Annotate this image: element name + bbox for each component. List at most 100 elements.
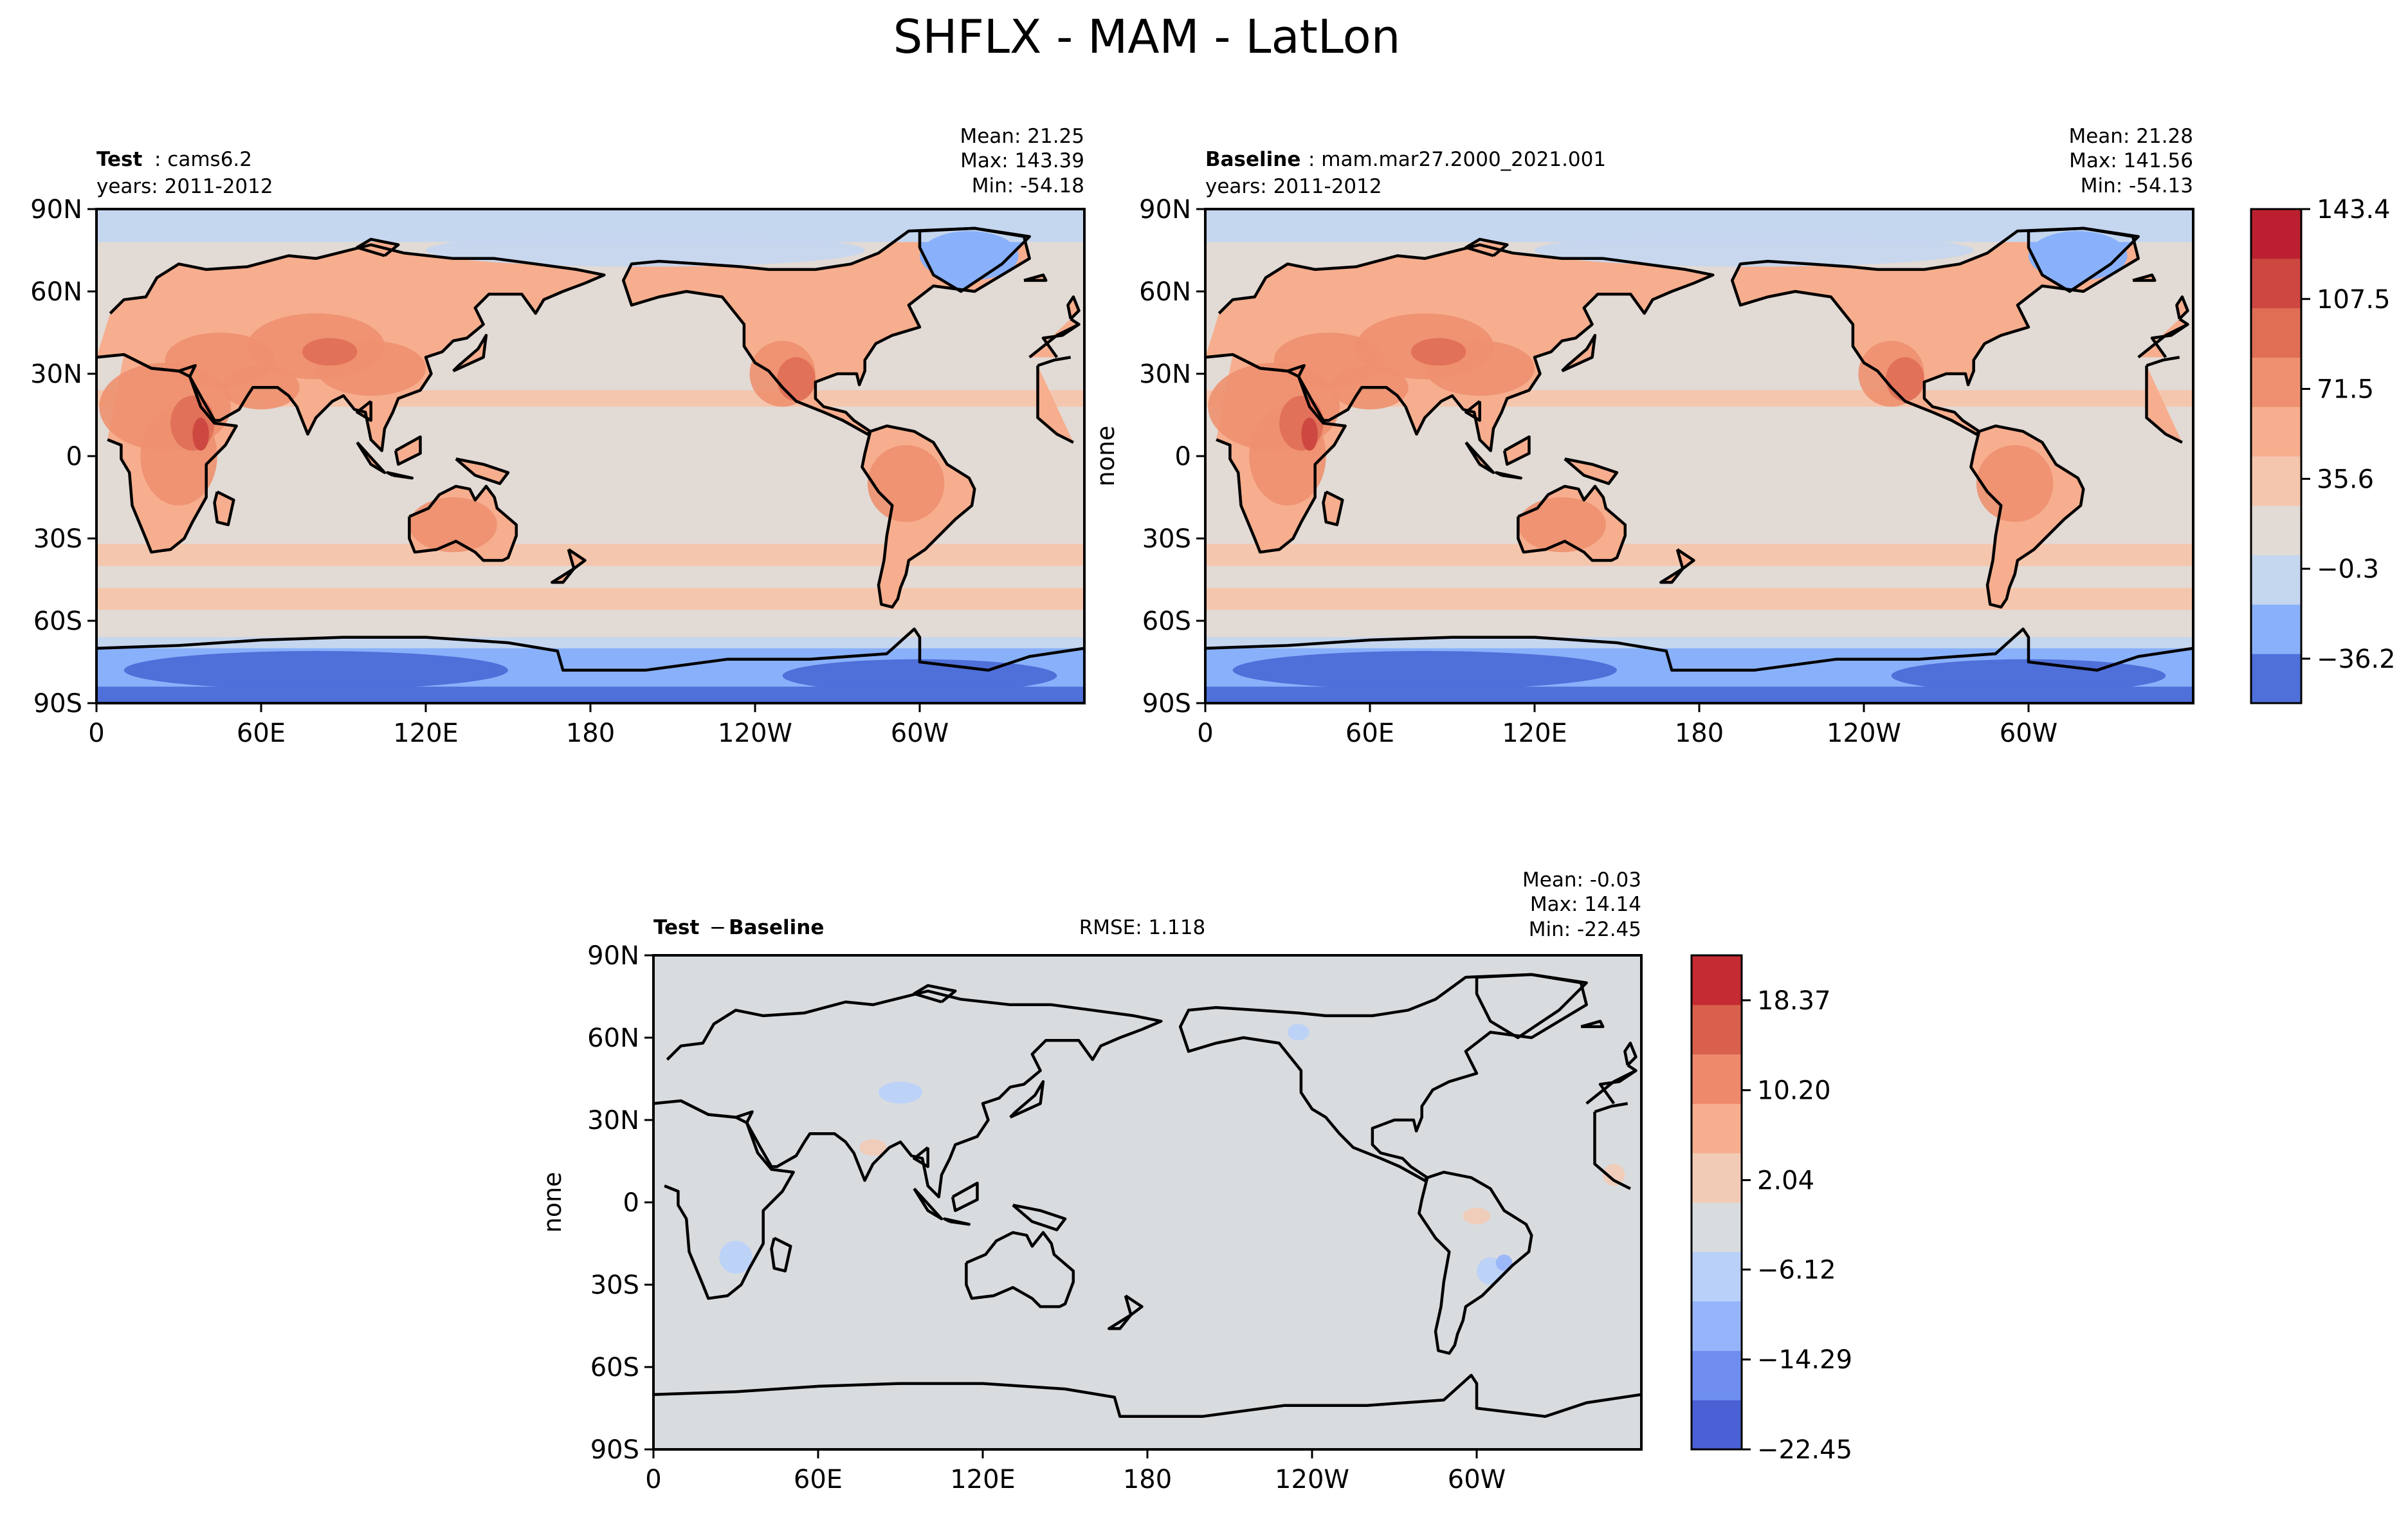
coastline [1659,567,1684,584]
colorbar-segment [2251,604,2301,654]
y-tick-label: 30N [587,1106,639,1135]
baseline-label-case: : mam.mar27.2000_2021.001 [1308,148,1606,171]
coastline [1066,295,1081,320]
coastline [1012,1204,1067,1231]
coastline [951,1181,979,1213]
test-min: Min: -54.18 [972,174,1084,197]
land-fill [1205,244,2188,451]
hot-spot [867,445,945,522]
figure-title: SHFLX - MAM - LatLon [893,10,1401,64]
coastline [1730,226,2140,436]
x-tick-label: 60E [794,1465,843,1494]
y-tick-label: 30N [30,360,82,389]
colorbar-segment [2251,456,2301,506]
diff-label-test: Test [653,916,700,939]
coastline [107,353,1074,554]
hot-spot [170,396,215,451]
y-tick-label: 90S [1142,689,1191,719]
y-tick-label: 30S [1142,524,1191,554]
colorbar-segment [1692,1103,1742,1153]
antarctic-cold [1891,659,2166,692]
hot-spot [1411,338,1466,366]
x-tick-label: 120W [1827,719,1901,748]
coastline [621,226,1031,436]
coastline [394,435,422,466]
colorbar-tick-label: 2.04 [1757,1166,1814,1195]
x-tick-label: 60W [1448,1465,1506,1494]
coastline [567,548,587,571]
diff-min: Min: -22.45 [1529,918,1641,941]
coastline [1464,441,1495,474]
antarctic-cold [782,659,1057,692]
test-years: years: 2011-2012 [96,175,273,198]
y-tick-label: 0 [66,442,82,472]
coastline [1475,973,1588,1040]
coastline [913,984,957,1004]
colorbar-tick-label: −22.45 [1757,1435,1852,1465]
coastline [664,1099,1631,1300]
hot-spot [777,357,816,401]
diff-max: Max: 14.14 [1530,893,1641,916]
colorbar-segment [2251,357,2301,407]
coastline [1564,457,1619,485]
y-tick-label: 30S [590,1271,639,1300]
difference-spot [859,1139,887,1156]
test-mean: Mean: 21.25 [960,125,1084,148]
difference-spot [1603,1164,1625,1186]
colorbar-segment [1692,1350,1742,1400]
colorbar-segment [2251,555,2301,605]
ocean-flux-band [96,544,1084,566]
x-tick-label: 0 [645,1465,661,1494]
y-tick-label: 0 [623,1188,639,1218]
colorbar-tick-label: 143.4 [2317,195,2391,225]
colorbar-tick-label: 18.37 [1757,986,1831,1016]
y-tick-label: 60N [1139,277,1191,307]
x-tick-label: 180 [1123,1465,1172,1494]
coastline [1418,1170,1533,1355]
antarctic-cold [123,650,508,690]
colorbar-segment [1692,955,1742,1005]
y-tick-label: 60S [590,1353,639,1382]
coastline [1969,424,2085,609]
baseline-min: Min: -54.13 [2081,174,2193,197]
x-tick-label: 120E [950,1465,1016,1494]
coastline [1108,1313,1133,1330]
y-tick-label: 60S [33,607,82,636]
land-fill [455,459,508,484]
coastline [356,237,400,257]
max-spot [192,418,209,451]
coastline [213,490,235,526]
test-map-panel: 0 60E 120E 180 120W 60W 90N 60N 30N 0 30S 60S 90S [30,195,1086,748]
colorbar-segment [2251,209,2301,259]
hot-spot [1886,357,1924,401]
land-fill [96,244,1079,451]
colorbar-tick-label: −0.3 [2317,555,2379,584]
coastline [1124,1294,1144,1317]
x-tick-label: 120E [1502,719,1567,748]
baseline-ylabel: none [1091,426,1120,487]
y-tick-label: 90S [590,1435,639,1465]
y-tick-label: 60N [587,1024,639,1053]
colorbar-segment [2251,654,2301,704]
coastline [96,243,1081,452]
land-fill [1564,459,1617,484]
colorbar-tick-label: 10.20 [1757,1076,1831,1106]
baseline-label-bold: Baseline [1205,148,1300,171]
colorbar-tick-label: −36.2 [2317,645,2396,674]
coastline [455,457,510,485]
y-tick-label: 90N [30,195,82,225]
difference-spot [1463,1207,1491,1225]
colorbar-tick-label: 107.5 [2317,285,2391,315]
hot-spot [409,497,497,553]
coastline [653,989,1637,1198]
land-fill [453,335,486,371]
colorbar-segment [1692,1400,1742,1450]
baseline-map-panel: 0 60E 120E 180 120W 60W 90N 60N 30N 0 30S 60S 90S [1139,195,2194,748]
baseline-years: years: 2011-2012 [1205,175,1382,198]
x-tick-label: 180 [566,719,615,748]
coastline [1205,627,2193,672]
colorbar-segment [1692,1202,1742,1253]
x-tick-label: 120W [1275,1465,1349,1494]
land-fill [1562,335,1595,371]
